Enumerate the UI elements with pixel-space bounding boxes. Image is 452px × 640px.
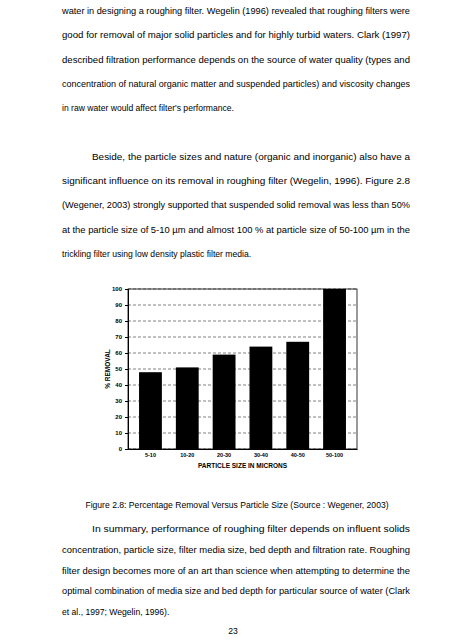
x-axis-title: PARTICLE SIZE IN MICRONS (198, 462, 288, 469)
body-text: In summary, performance of roughing filt… (92, 524, 410, 534)
bars (139, 289, 346, 449)
tick-mark (125, 385, 128, 386)
tick-label: 80 (115, 318, 122, 324)
body-text: filter design becomes more of an art tha… (62, 566, 410, 576)
tick: 70 (115, 334, 128, 340)
tick: 20-30 (217, 449, 231, 458)
tick: 0 (119, 446, 128, 452)
tick-mark (125, 369, 128, 370)
tick-mark (125, 449, 128, 450)
body-text: significant influence on its removal in … (62, 176, 410, 186)
tick-label: 10 (115, 430, 122, 436)
tick-label: 40 (115, 382, 122, 388)
body-text: in raw water would affect filter's perfo… (62, 103, 234, 113)
tick-label: 100 (112, 286, 123, 292)
tick-label: 40-50 (291, 452, 305, 458)
body-text: concentration of natural organic matter … (62, 79, 410, 89)
body-text: trickling filter using low density plast… (62, 249, 251, 259)
grid-line (128, 337, 357, 338)
tick-label: 20 (115, 414, 122, 420)
tick: 90 (115, 302, 128, 308)
grid (128, 289, 357, 449)
grid-line (128, 289, 357, 290)
body-text: (Wegener, 2003) strongly supported that … (62, 200, 410, 210)
body-text: optimal combination of media size and be… (62, 586, 411, 596)
axis-line (125, 290, 129, 450)
figure-caption: Figure 2.8: Percentage Removal Versus Pa… (85, 500, 388, 510)
tick: 10 (115, 430, 128, 436)
tick-mark (125, 433, 128, 434)
body-text: Beside, the particle sizes and nature (o… (92, 152, 410, 162)
tick-mark (125, 289, 128, 290)
tick-mark (125, 321, 128, 322)
grid-line (128, 449, 357, 450)
grid-line (128, 305, 357, 306)
tick-label: 5-10 (145, 452, 156, 458)
grid-line (128, 321, 357, 322)
grid-line (128, 417, 357, 418)
tick: 50 (115, 366, 128, 372)
y-axis-title: % REMOVAL (104, 349, 111, 389)
body-text: good for removal of major solid particle… (62, 30, 410, 40)
body-text: water in designing a roughing filter. We… (61, 6, 410, 16)
bar (139, 372, 162, 449)
y-axis: 0 10 20 30 40 50 60 70 80 90 100 (112, 286, 129, 452)
bar (286, 342, 309, 449)
tick: 40 (115, 382, 128, 388)
tick-label: 30-40 (254, 452, 268, 458)
tick-mark (125, 305, 128, 306)
tick: 40-50 (291, 449, 305, 458)
tick: 5-10 (145, 449, 156, 458)
tick-label: 0 (119, 446, 123, 452)
tick-label: 20-30 (217, 452, 231, 458)
tick-mark (125, 337, 128, 338)
body-text: et al., 1997; Wegelin, 1996). (62, 607, 169, 617)
tick-mark (125, 353, 128, 354)
tick-label: 70 (115, 334, 122, 340)
x-axis: 5-10 10-20 20-30 30-40 40-50 50-100 (129, 449, 358, 458)
tick: 30-40 (254, 449, 268, 458)
grid-line (128, 433, 357, 434)
tick: 50-100 (326, 449, 343, 458)
bar (249, 347, 272, 449)
body-text: at the particle size of 5-10 µm and almo… (62, 225, 410, 235)
tick-label: 50-100 (326, 452, 343, 458)
tick-label: 60 (115, 350, 122, 356)
grid-line (128, 369, 357, 370)
tick-mark (125, 417, 128, 418)
tick: 80 (115, 318, 128, 324)
tick: 30 (115, 398, 128, 404)
body-text: described filtration performance depends… (62, 55, 410, 65)
grid-line (128, 385, 357, 386)
page: water in designing a roughing filter. We… (0, 0, 452, 640)
grid-line (128, 401, 357, 402)
axis-line (129, 449, 358, 450)
tick-mark (125, 401, 128, 402)
page-number: 23 (228, 626, 238, 636)
body-text: concentration, particle size, filter med… (62, 545, 410, 555)
chart: 0 10 20 30 40 50 60 70 80 90 100 5-10 10-20 20-30 30-4… (104, 286, 358, 469)
bar (323, 289, 346, 449)
tick-label: 10-20 (180, 452, 194, 458)
tick: 20 (115, 414, 128, 420)
tick: 60 (115, 350, 128, 356)
bar (176, 367, 199, 449)
tick-label: 30 (115, 398, 122, 404)
tick-label: 50 (115, 366, 122, 372)
grid-line (128, 353, 357, 354)
tick-label: 90 (115, 302, 122, 308)
plot-frame (128, 289, 357, 449)
tick: 10-20 (180, 449, 194, 458)
tick: 100 (112, 286, 128, 292)
bar (213, 355, 236, 449)
